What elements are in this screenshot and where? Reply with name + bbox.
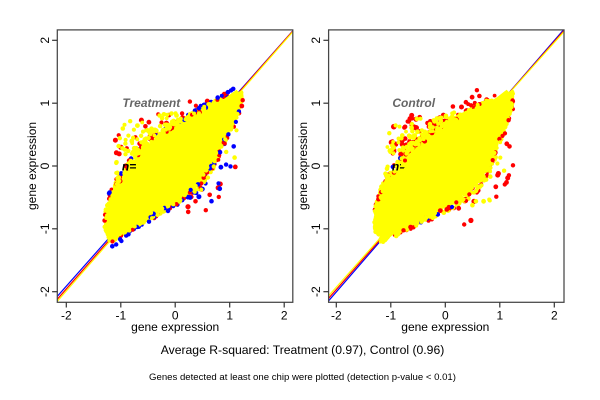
svg-text:-2: -2 [61,308,72,322]
svg-text:2: 2 [281,308,288,322]
svg-text:n=: n= [122,160,136,174]
svg-text:1: 1 [226,308,233,322]
svg-text:-1: -1 [38,223,52,234]
svg-text:0: 0 [38,162,52,169]
svg-text:Treatment: Treatment [122,96,181,110]
svg-text:-1: -1 [115,308,126,322]
svg-text:2: 2 [38,37,52,44]
svg-text:1: 1 [38,100,52,107]
svg-text:gene expression: gene expression [131,320,219,334]
svg-text:0: 0 [172,308,179,322]
svg-text:gene expression: gene expression [25,122,39,210]
svg-text:-2: -2 [38,286,52,297]
